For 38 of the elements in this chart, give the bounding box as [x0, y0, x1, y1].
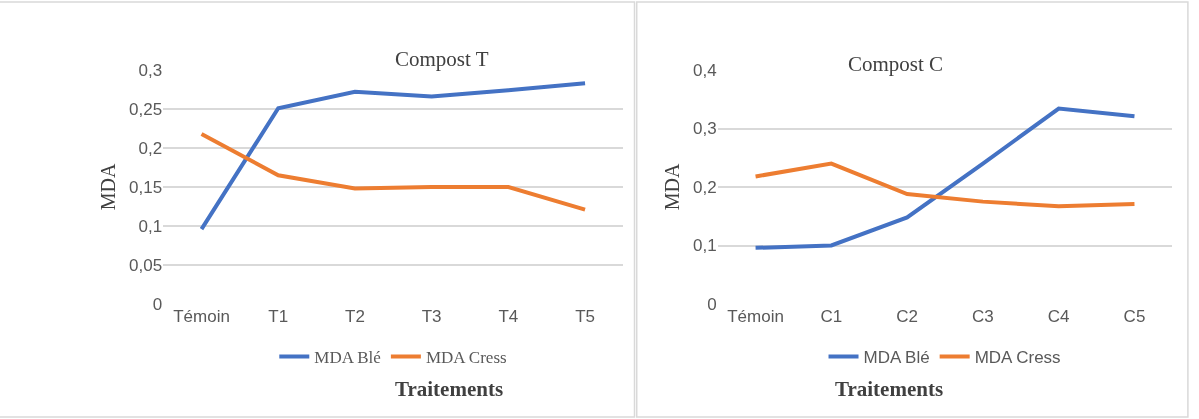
- legend-label: MDA Cress: [974, 348, 1061, 368]
- y-tick-label: 0,2: [138, 138, 163, 158]
- y-tick-label: 0,05: [129, 255, 163, 275]
- legend-label: MDA Blé: [863, 348, 930, 368]
- y-tick-label: 0,15: [129, 177, 163, 197]
- y-tick-label: 0: [707, 294, 717, 314]
- y-tick-label: 0,1: [138, 216, 163, 236]
- x-tick-label: T4: [498, 307, 519, 326]
- y-tick-label: 0,3: [693, 119, 717, 139]
- y-tick-label: 0,3: [138, 60, 163, 80]
- x-tick-label: T1: [268, 307, 289, 326]
- x-tick-label: C2: [896, 307, 918, 326]
- x-tick-label: C3: [972, 307, 994, 326]
- x-tick-label: T2: [345, 307, 365, 326]
- line-series: [753, 161, 1137, 209]
- legend-label: MDA Blé: [314, 348, 381, 368]
- x-tick-label: T5: [575, 307, 595, 326]
- chart-title: Compost T: [395, 47, 489, 71]
- x-axis-title: Traitements: [395, 377, 504, 401]
- y-axis-title: MDA: [96, 163, 119, 211]
- line-series: [199, 131, 588, 212]
- x-tick-label: C4: [1047, 307, 1070, 326]
- x-tick-label: Témoin: [173, 307, 230, 326]
- line-series: [753, 106, 1137, 250]
- y-tick-label: 0,4: [693, 60, 717, 80]
- y-tick-label: 0,1: [693, 236, 717, 256]
- x-tick-label: C5: [1123, 307, 1146, 326]
- y-axis-title: MDA: [660, 163, 683, 211]
- x-tick-label: C1: [820, 307, 843, 326]
- legend-label: MDA Cress: [425, 348, 507, 368]
- y-tick-label: 0,2: [693, 177, 717, 197]
- chart-title: Compost C: [848, 52, 944, 76]
- x-tick-label: T3: [421, 307, 442, 326]
- x-axis-title: Traitements: [835, 377, 944, 401]
- line-series: [199, 81, 588, 232]
- x-tick-label: Témoin: [727, 307, 784, 326]
- y-tick-label: 0: [152, 294, 163, 314]
- y-tick-label: 0,25: [129, 99, 163, 119]
